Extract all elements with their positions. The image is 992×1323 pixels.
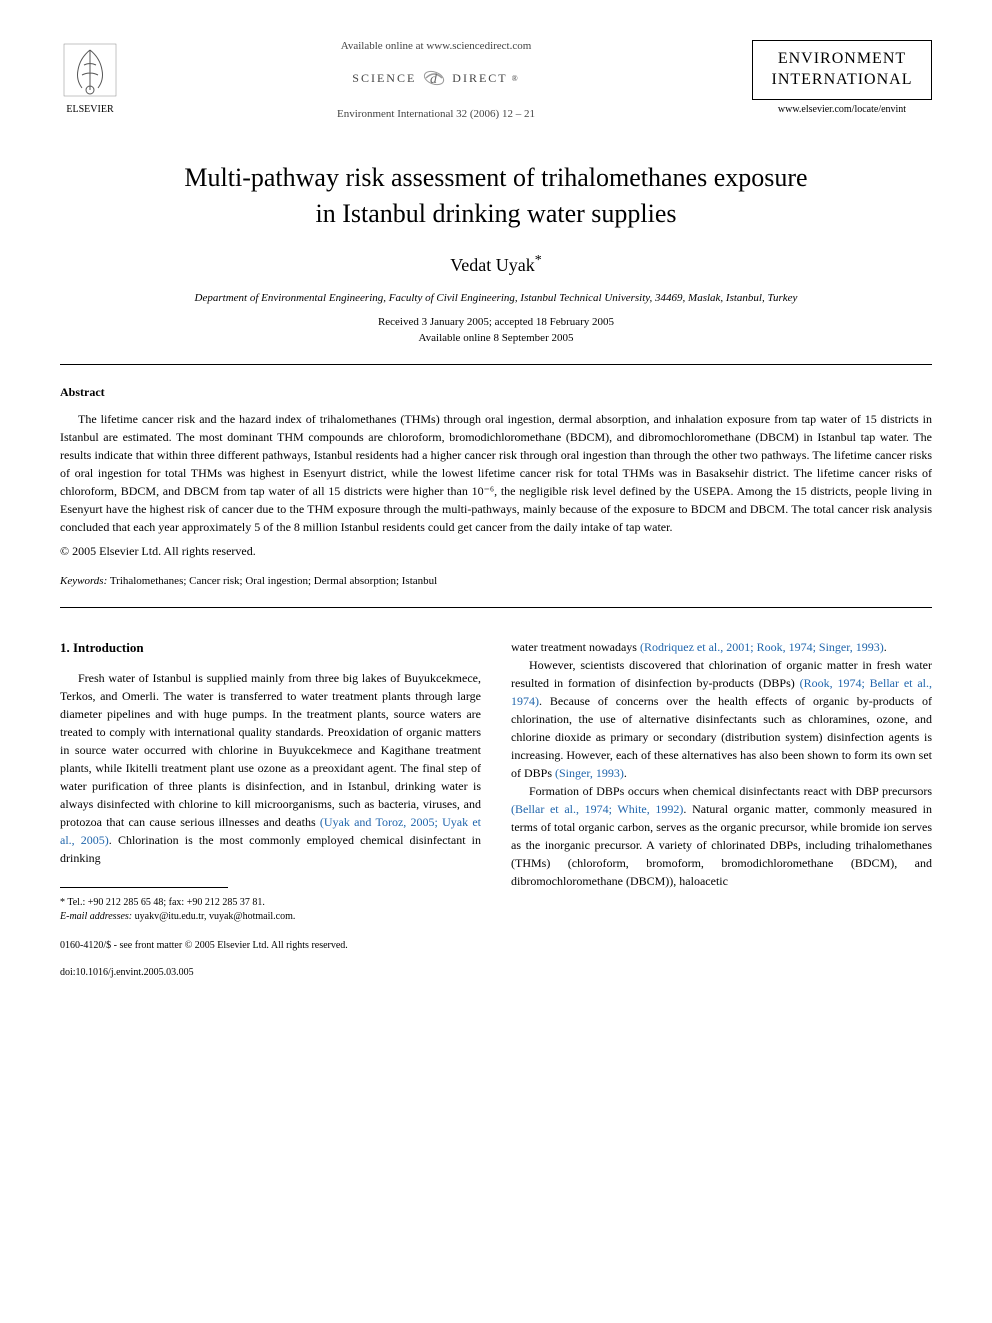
center-header: Available online at www.sciencedirect.co…: [120, 40, 752, 120]
footnote-tel: * Tel.: +90 212 285 65 48; fax: +90 212 …: [60, 896, 481, 910]
ref-rodriquez-2001[interactable]: (Rodriquez et al., 2001; Rook, 1974; Sin…: [640, 640, 884, 654]
right-column: water treatment nowadays (Rodriquez et a…: [511, 638, 932, 925]
ref-singer-1993[interactable]: (Singer, 1993): [555, 766, 624, 780]
available-online-text: Available online at www.sciencedirect.co…: [120, 40, 752, 52]
body-columns: 1. Introduction Fresh water of Istanbul …: [60, 638, 932, 925]
footnote-email: E-mail addresses: uyakv@itu.edu.tr, vuya…: [60, 910, 481, 924]
col2-p1-text-b: .: [884, 640, 887, 654]
science-direct-logo: SCIENCE d DIRECT ®: [120, 64, 752, 92]
col1-p1-text-b: . Chlorination is the most commonly empl…: [60, 833, 481, 865]
author-name: Vedat Uyak: [450, 255, 534, 275]
abstract-body: The lifetime cancer risk and the hazard …: [60, 412, 932, 534]
title-line-1: Multi-pathway risk assessment of trihalo…: [184, 163, 807, 192]
footnote-email-value: uyakv@itu.edu.tr, vuyak@hotmail.com.: [132, 911, 295, 922]
sd-swirl-icon: d: [420, 64, 448, 92]
col2-paragraph-3: Formation of DBPs occurs when chemical d…: [511, 782, 932, 890]
keywords-text: Trihalomethanes; Cancer risk; Oral inges…: [107, 575, 437, 587]
sd-text-1: SCIENCE: [352, 71, 416, 86]
author-line: Vedat Uyak*: [60, 253, 932, 276]
sd-reg-icon: ®: [512, 74, 520, 83]
journal-box-container: ENVIRONMENT INTERNATIONAL www.elsevier.c…: [752, 40, 932, 115]
footer-issn: 0160-4120/$ - see front matter © 2005 El…: [60, 940, 932, 951]
section-1-heading: 1. Introduction: [60, 638, 481, 658]
elsevier-label: ELSEVIER: [66, 104, 113, 115]
journal-reference: Environment International 32 (2006) 12 –…: [120, 108, 752, 120]
left-column: 1. Introduction Fresh water of Istanbul …: [60, 638, 481, 925]
ref-bellar-1974[interactable]: (Bellar et al., 1974; White, 1992): [511, 802, 683, 816]
col2-p1-text-a: water treatment nowadays: [511, 640, 640, 654]
divider-top: [60, 364, 932, 365]
svg-text:d: d: [430, 72, 439, 87]
dates-line-2: Available online 8 September 2005: [60, 332, 932, 344]
col1-p1-text-a: Fresh water of Istanbul is supplied main…: [60, 671, 481, 829]
footnote-email-label: E-mail addresses:: [60, 911, 132, 922]
abstract-text: The lifetime cancer risk and the hazard …: [60, 410, 932, 536]
journal-url: www.elsevier.com/locate/envint: [752, 104, 932, 115]
journal-title-box: ENVIRONMENT INTERNATIONAL: [752, 40, 932, 100]
col2-p3-text-a: Formation of DBPs occurs when chemical d…: [529, 784, 932, 798]
footnote-divider: [60, 887, 228, 888]
abstract-copyright: © 2005 Elsevier Ltd. All rights reserved…: [60, 544, 932, 559]
elsevier-tree-icon: [60, 40, 120, 100]
col2-paragraph-2: However, scientists discovered that chlo…: [511, 656, 932, 782]
keywords-label: Keywords:: [60, 575, 107, 587]
footer-doi: doi:10.1016/j.envint.2005.03.005: [60, 967, 932, 978]
affiliation: Department of Environmental Engineering,…: [60, 292, 932, 304]
sd-text-2: DIRECT: [452, 71, 507, 86]
journal-name-2: INTERNATIONAL: [765, 70, 919, 91]
keywords-line: Keywords: Trihalomethanes; Cancer risk; …: [60, 575, 932, 587]
col2-p2-text-c: .: [624, 766, 627, 780]
article-title: Multi-pathway risk assessment of trihalo…: [60, 160, 932, 233]
divider-bottom: [60, 607, 932, 608]
elsevier-logo: ELSEVIER: [60, 40, 120, 115]
col1-paragraph-1: Fresh water of Istanbul is supplied main…: [60, 669, 481, 867]
col2-paragraph-1: water treatment nowadays (Rodriquez et a…: [511, 638, 932, 656]
header-row: ELSEVIER Available online at www.science…: [60, 40, 932, 120]
corresponding-star-icon: *: [535, 253, 542, 268]
journal-name-1: ENVIRONMENT: [765, 49, 919, 70]
dates-line-1: Received 3 January 2005; accepted 18 Feb…: [60, 316, 932, 328]
abstract-heading: Abstract: [60, 385, 932, 400]
title-line-2: in Istanbul drinking water supplies: [315, 199, 676, 228]
